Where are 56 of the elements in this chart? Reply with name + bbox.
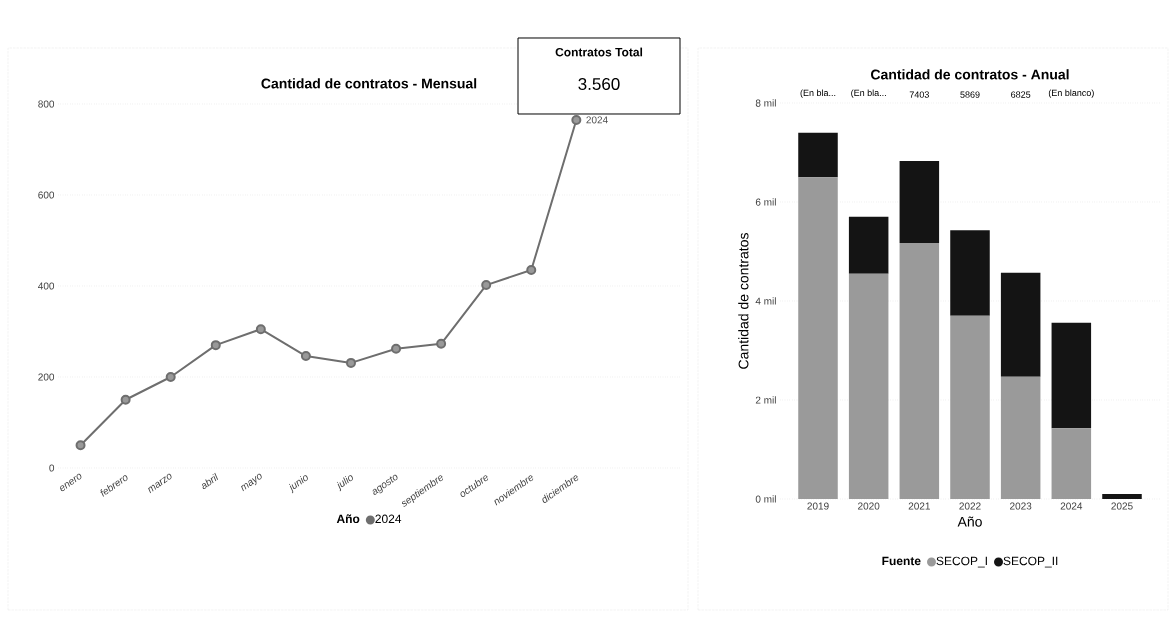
text: 6825 bbox=[1011, 91, 1031, 98]
point bbox=[481, 280, 492, 291]
point bbox=[391, 343, 402, 354]
point bbox=[526, 265, 537, 276]
x-tick-label: 2019 bbox=[807, 502, 829, 510]
text: 2024 bbox=[586, 116, 608, 124]
text: (En bla... bbox=[851, 89, 886, 98]
x-tick-label: 2023 bbox=[1010, 502, 1032, 510]
point bbox=[300, 351, 311, 362]
x-tick-label: 2022 bbox=[959, 502, 981, 510]
legend-label: SECOP_I bbox=[936, 556, 987, 568]
text: (En bla... bbox=[800, 89, 836, 98]
text: 3.560 bbox=[578, 77, 620, 91]
text: 7403 bbox=[909, 91, 929, 98]
chart-title: Cantidad de contratos - Anual bbox=[871, 69, 1069, 80]
text: (En blanco) bbox=[1048, 89, 1094, 98]
point bbox=[255, 324, 266, 335]
bar bbox=[848, 216, 889, 274]
y-axis-title: Cantidad de contratos bbox=[738, 233, 749, 369]
y-tick-label: 0 mil bbox=[755, 495, 776, 503]
y-tick-label: 400 bbox=[38, 282, 55, 290]
bar bbox=[798, 132, 838, 178]
legend-title: Fuente bbox=[882, 556, 921, 566]
x-tick-label: 2020 bbox=[858, 502, 880, 510]
y-tick-label: 8 mil bbox=[755, 99, 776, 107]
y-tick-label: 800 bbox=[38, 100, 55, 108]
legend-title: Año bbox=[336, 514, 360, 524]
point bbox=[165, 371, 176, 382]
bar bbox=[899, 160, 940, 244]
chart-title: Cantidad de contratos - Mensual bbox=[261, 78, 477, 89]
y-tick-label: 4 mil bbox=[755, 297, 776, 305]
bar bbox=[950, 230, 990, 316]
x-tick-label: 2021 bbox=[908, 502, 930, 510]
x-tick-label: 2025 bbox=[1111, 502, 1133, 510]
point bbox=[75, 440, 86, 451]
y-tick-label: 0 bbox=[49, 464, 55, 472]
bar bbox=[1102, 494, 1142, 499]
y-tick-label: 200 bbox=[38, 373, 55, 381]
point bbox=[571, 114, 582, 125]
x-tick-label: julio bbox=[336, 475, 353, 492]
y-tick-label: 600 bbox=[38, 191, 55, 199]
bar bbox=[1051, 322, 1092, 429]
legend-label: SECOP_II bbox=[1003, 556, 1058, 568]
point bbox=[120, 394, 131, 405]
bar bbox=[1000, 272, 1041, 377]
x-tick-label: 2024 bbox=[1060, 502, 1083, 510]
y-tick-label: 6 mil bbox=[755, 198, 776, 206]
point bbox=[436, 338, 447, 349]
y-tick-label: 2 mil bbox=[755, 396, 776, 404]
x-axis-title: Año bbox=[957, 516, 982, 527]
text: 5869 bbox=[960, 91, 980, 98]
legend-label: 2024 bbox=[375, 514, 402, 524]
point bbox=[345, 357, 356, 368]
point bbox=[210, 340, 221, 351]
x-tick-label: abril bbox=[201, 472, 219, 490]
text: Contratos Total bbox=[555, 47, 643, 57]
